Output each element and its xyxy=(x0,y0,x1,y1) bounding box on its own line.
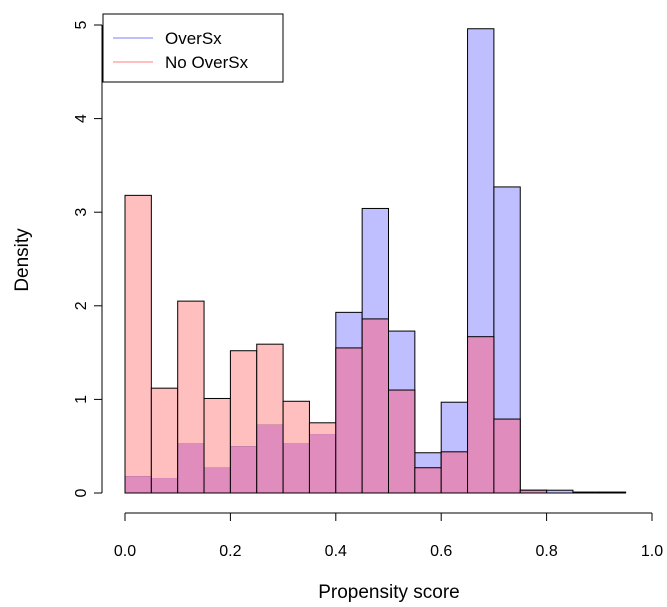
bar-overlap xyxy=(493,419,521,493)
bar-overlap xyxy=(441,451,468,493)
x-tick-label: 0.6 xyxy=(430,543,452,560)
bar-no-oversx xyxy=(283,401,310,444)
bar-no-oversx xyxy=(151,388,178,479)
bar-no-oversx xyxy=(230,350,257,447)
bar-overlap xyxy=(520,490,547,493)
y-tick-label: 4 xyxy=(73,114,90,123)
bar-overlap xyxy=(151,478,178,493)
bar-overlap xyxy=(335,347,363,493)
y-tick-label: 0 xyxy=(73,488,90,497)
bar-no-oversx xyxy=(204,398,231,468)
legend: OverSx No OverSx xyxy=(102,13,284,83)
legend-label-oversx: OverSx xyxy=(165,29,222,48)
y-axis-title: Density xyxy=(12,228,33,292)
x-axis-title: Propensity score xyxy=(318,582,460,603)
y-tick-label: 3 xyxy=(73,208,90,217)
bar-no-oversx xyxy=(256,344,284,425)
x-tick-label: 0.4 xyxy=(325,543,347,560)
x-tick-label: 0.8 xyxy=(535,543,557,560)
bar-no-oversx-outline xyxy=(124,194,152,494)
bar-overlap xyxy=(204,467,231,493)
bar-overlap xyxy=(230,446,257,493)
bar-overlap xyxy=(362,318,389,493)
legend-box xyxy=(102,13,284,83)
x-tick-label: 0.0 xyxy=(114,543,136,560)
bar-overlap xyxy=(467,336,494,493)
x-tick-label: 0.2 xyxy=(219,543,241,560)
axes-layer: 0.0 0.2 0.4 0.6 0.8 1.0 0 1 2 3 4 5 xyxy=(73,20,663,560)
legend-label-no-oversx: No OverSx xyxy=(165,53,249,72)
bar-no-oversx xyxy=(125,195,152,477)
bar-no-oversx-outline xyxy=(519,489,548,494)
bar-overlap xyxy=(309,434,336,493)
bar-overlap xyxy=(414,467,442,493)
y-tick-label: 5 xyxy=(73,20,90,29)
bar-oversx xyxy=(572,491,600,494)
bar-oversx xyxy=(546,489,574,494)
y-tick-label: 1 xyxy=(73,395,90,404)
x-tick-label: 1.0 xyxy=(641,543,663,560)
bar-no-oversx-outline xyxy=(467,336,495,494)
bars-layer xyxy=(124,28,627,494)
bar-overlap xyxy=(283,443,310,493)
bar-overlap xyxy=(125,476,152,493)
bar-no-oversx-outline xyxy=(388,389,416,494)
y-tick-label: 2 xyxy=(73,301,90,310)
bar-no-oversx-outline xyxy=(493,418,521,494)
bar-no-oversx xyxy=(309,422,336,435)
bar-no-oversx-outline xyxy=(177,300,205,494)
bar-oversx xyxy=(598,491,627,494)
bar-no-oversx xyxy=(177,301,205,444)
bar-overlap xyxy=(388,390,415,493)
bar-overlap xyxy=(256,424,284,493)
bar-overlap xyxy=(177,443,205,493)
